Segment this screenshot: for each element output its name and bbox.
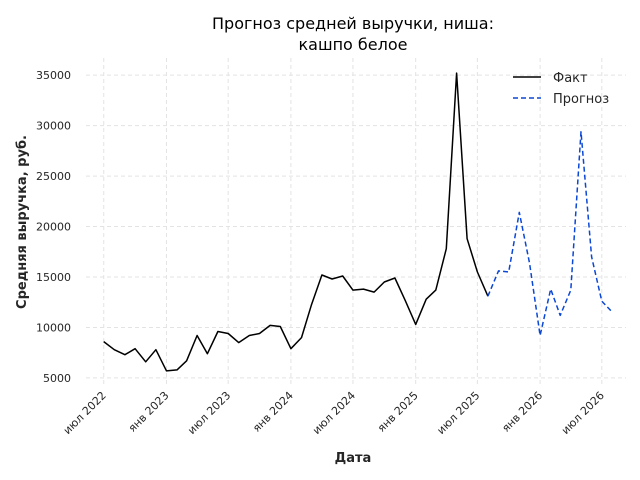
grid-lines: [86, 58, 626, 386]
chart-title-line-1: Прогноз средней выручки, ниша:: [212, 14, 494, 33]
y-tick-label-0: 5000: [43, 372, 71, 385]
y-tick-label-2: 15000: [36, 271, 71, 284]
x-axis-ticks: июл 2022 янв 2023 июл 2023 янв 2024 июл 2024…: [61, 389, 607, 437]
y-tick-label-3: 20000: [36, 221, 71, 234]
x-tick-label-0: июл 2022: [61, 389, 109, 437]
x-tick-label-2: июл 2023: [185, 389, 233, 437]
y-tick-label-4: 25000: [36, 170, 71, 183]
legend-label-fact: Факт: [553, 71, 588, 86]
x-axis-label: Дата: [335, 451, 372, 466]
y-tick-label-6: 35000: [36, 69, 71, 82]
legend: Факт Прогноз: [513, 71, 609, 107]
y-tick-label-1: 10000: [36, 321, 71, 334]
chart-title-line-2: кашпо белое: [298, 35, 407, 54]
y-axis-label: Средняя выручка, руб.: [15, 135, 30, 309]
legend-label-forecast: Прогноз: [553, 92, 609, 107]
y-axis-ticks: 5000 10000 15000 20000 25000 30000 35000: [36, 69, 71, 385]
x-tick-label-3: янв 2024: [250, 389, 296, 435]
x-tick-label-8: июл 2026: [559, 389, 607, 437]
x-tick-label-1: янв 2023: [126, 389, 172, 435]
y-tick-label-5: 30000: [36, 120, 71, 133]
x-tick-label-7: янв 2026: [499, 389, 545, 435]
x-tick-label-5: янв 2025: [375, 389, 421, 435]
series-line-1: [487, 130, 613, 337]
x-tick-label-4: июл 2024: [310, 389, 358, 437]
x-tick-label-6: июл 2025: [434, 389, 482, 437]
series-line-0: [103, 72, 489, 372]
series-lines: [103, 72, 613, 372]
